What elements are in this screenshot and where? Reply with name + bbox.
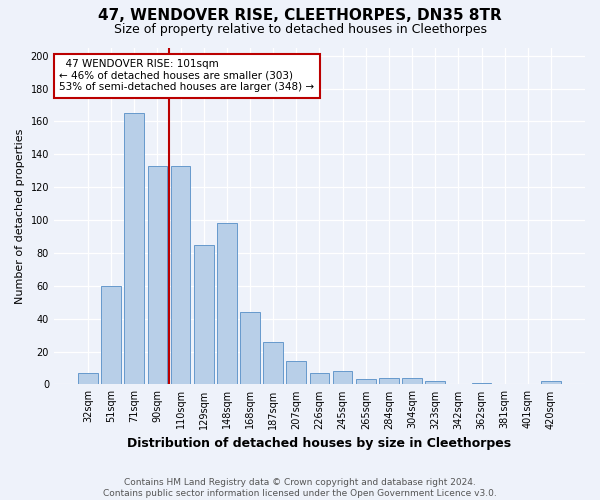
Bar [333, 372, 352, 384]
Bar [472, 383, 491, 384]
Bar [402, 378, 422, 384]
Bar [170, 166, 190, 384]
Text: 47 WENDOVER RISE: 101sqm
← 46% of detached houses are smaller (303)
53% of semi-: 47 WENDOVER RISE: 101sqm ← 46% of detach… [59, 60, 314, 92]
Bar [425, 381, 445, 384]
Bar [217, 224, 236, 384]
Bar [310, 373, 329, 384]
Bar [263, 342, 283, 384]
Bar [148, 166, 167, 384]
Bar [541, 381, 561, 384]
Bar [194, 244, 214, 384]
Bar [379, 378, 399, 384]
Text: 47, WENDOVER RISE, CLEETHORPES, DN35 8TR: 47, WENDOVER RISE, CLEETHORPES, DN35 8TR [98, 8, 502, 22]
Bar [240, 312, 260, 384]
Bar [124, 113, 144, 384]
Bar [286, 362, 306, 384]
Y-axis label: Number of detached properties: Number of detached properties [15, 128, 25, 304]
Bar [356, 380, 376, 384]
X-axis label: Distribution of detached houses by size in Cleethorpes: Distribution of detached houses by size … [127, 437, 512, 450]
Bar [101, 286, 121, 384]
Text: Contains HM Land Registry data © Crown copyright and database right 2024.
Contai: Contains HM Land Registry data © Crown c… [103, 478, 497, 498]
Text: Size of property relative to detached houses in Cleethorpes: Size of property relative to detached ho… [113, 22, 487, 36]
Bar [78, 373, 98, 384]
